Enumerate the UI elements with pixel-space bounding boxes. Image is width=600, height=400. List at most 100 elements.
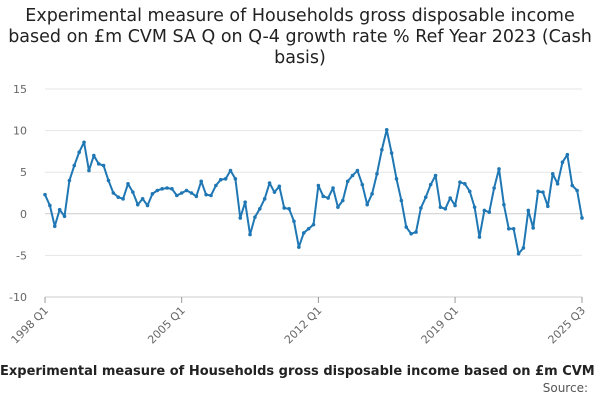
data-point [140, 197, 145, 201]
data-point [48, 203, 52, 208]
data-point [409, 231, 413, 236]
data-point [487, 210, 492, 214]
data-point [223, 177, 228, 181]
x-tick-label: 2019 Q1 [419, 304, 462, 347]
data-point [301, 231, 306, 235]
data-point [331, 186, 335, 190]
data-point [580, 216, 584, 220]
series-line [44, 128, 583, 255]
data-point [546, 204, 550, 209]
data-point [453, 203, 457, 208]
data-point [282, 206, 287, 210]
chart-title: Experimental measure of Households gross… [8, 6, 592, 68]
data-point [43, 192, 47, 197]
data-point [428, 182, 433, 187]
data-point [253, 215, 257, 219]
data-point [77, 150, 81, 155]
data-point [463, 182, 467, 186]
data-point [111, 191, 116, 195]
data-point [204, 192, 208, 197]
data-point [389, 151, 394, 155]
y-tick-label: 15 [13, 83, 27, 96]
data-point [448, 196, 452, 200]
data-point [360, 182, 365, 187]
data-point [375, 172, 379, 176]
data-point [267, 181, 272, 185]
data-point [423, 195, 428, 199]
y-axis-ticks: 15 10 5 0 -5 -10 [9, 83, 27, 304]
data-point [228, 168, 233, 173]
data-point [536, 189, 540, 194]
data-point [506, 226, 511, 231]
data-point [399, 198, 404, 203]
data-point [433, 173, 438, 178]
data-point [345, 179, 350, 184]
data-point [258, 207, 262, 211]
data-point [326, 196, 330, 200]
data-point [370, 192, 374, 196]
data-point [160, 187, 164, 191]
data-point [194, 194, 199, 199]
data-point [155, 188, 160, 193]
x-tick-label: 2025 Q3 [546, 304, 589, 347]
data-point [262, 197, 267, 201]
data-point [394, 177, 399, 181]
data-point [575, 188, 579, 193]
data-point [521, 246, 526, 250]
data-point [511, 226, 516, 231]
x-axis: 1998 Q1 2005 Q1 2012 Q1 2019 Q1 2025 Q3 [9, 296, 589, 347]
data-point [458, 180, 462, 184]
data-point [145, 203, 150, 208]
data-point [516, 251, 521, 256]
data-point [243, 200, 247, 204]
data-point [214, 183, 218, 188]
data-point [218, 177, 223, 182]
source-label: Source: [542, 381, 588, 395]
series-line-group [44, 128, 583, 255]
data-point [135, 202, 140, 207]
data-point [531, 226, 535, 230]
data-point [175, 193, 179, 198]
data-point [199, 179, 204, 184]
y-tick-label: -10 [9, 291, 27, 304]
data-point [560, 160, 565, 165]
data-point [482, 208, 487, 213]
data-point [126, 182, 130, 186]
data-point [550, 172, 555, 176]
data-point [404, 225, 409, 229]
y-tick-label: -5 [16, 249, 27, 262]
data-point [87, 168, 91, 173]
data-point [350, 173, 355, 178]
data-point [170, 187, 174, 191]
data-point [316, 183, 321, 188]
data-point [287, 207, 291, 211]
data-point [92, 153, 96, 158]
data-point [438, 205, 443, 209]
data-point [150, 192, 155, 196]
data-point [277, 184, 282, 189]
data-point [184, 188, 189, 193]
data-point [189, 191, 194, 195]
data-point [472, 205, 477, 209]
data-point [502, 202, 506, 207]
data-point [82, 140, 86, 145]
data-point [541, 190, 545, 194]
data-point [477, 235, 482, 239]
x-axis-label-container: Experimental measure of Households gross… [0, 364, 600, 379]
data-point [311, 222, 316, 227]
y-tick-label: 0 [20, 208, 27, 221]
data-point [443, 207, 448, 211]
data-point [57, 207, 62, 212]
data-point [497, 167, 501, 171]
data-point [238, 216, 243, 220]
data-point [565, 152, 570, 157]
data-point [355, 168, 360, 173]
data-point [340, 198, 345, 203]
data-point [336, 205, 340, 209]
data-point [306, 226, 311, 231]
data-point [233, 177, 238, 181]
x-tick-label: 1998 Q1 [9, 304, 52, 347]
data-point [131, 190, 135, 194]
data-point [297, 245, 301, 249]
